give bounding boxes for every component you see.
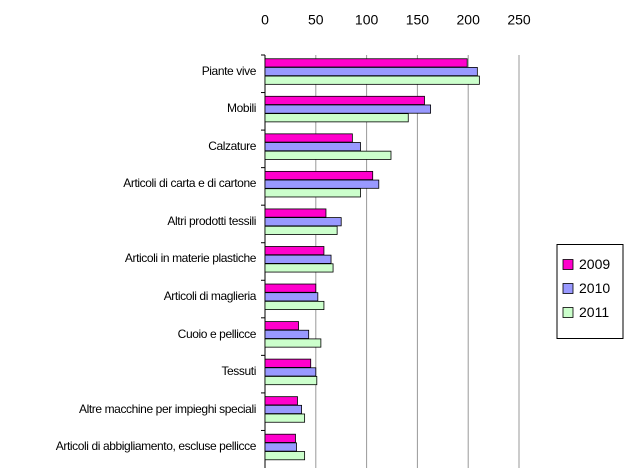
- bar: [264, 170, 374, 181]
- y-tick-label: Articoli di carta e di cartone: [123, 176, 256, 191]
- bar: [264, 442, 297, 452]
- bar: [264, 433, 296, 443]
- bar: [264, 263, 334, 273]
- x-tick-label: 250: [507, 12, 531, 28]
- legend-label: 2009: [579, 256, 610, 272]
- y-tick-label: Articoli di abbigliamento, escluse pelli…: [55, 439, 257, 454]
- bar: [264, 133, 353, 143]
- bar: [264, 208, 327, 218]
- legend-label: 2010: [579, 280, 610, 296]
- bar: [264, 413, 306, 423]
- y-tick-label: Calzature: [208, 138, 256, 153]
- y-tick-label: Mobili: [227, 101, 256, 116]
- bar: [264, 67, 478, 77]
- legend-swatch: [562, 283, 574, 294]
- x-tick-label: 100: [355, 12, 379, 28]
- bar: [264, 396, 298, 406]
- bar: [264, 451, 306, 461]
- bar: [264, 188, 361, 198]
- bar: [264, 367, 317, 377]
- bar: [264, 58, 468, 68]
- bar: [264, 75, 480, 85]
- y-tick-label: Articoli di maglieria: [163, 289, 257, 304]
- x-tick-label: 150: [406, 12, 430, 28]
- bar: [264, 95, 425, 105]
- y-tick-label: Altri prodotti tessili: [167, 213, 256, 228]
- bar: [264, 338, 322, 348]
- bar: [264, 246, 325, 256]
- bar: [264, 113, 409, 123]
- bar: [264, 217, 342, 227]
- legend-swatch: [562, 307, 574, 318]
- y-tick-label: Tessuti: [221, 364, 256, 379]
- y-tick-label: Cuoio e pellicce: [177, 326, 257, 341]
- bar: [264, 376, 318, 386]
- y-tick-label: Articoli in materie plastiche: [124, 251, 257, 266]
- bar: [264, 283, 317, 293]
- bar: [264, 254, 332, 264]
- bar: [264, 179, 380, 189]
- legend-label: 2011: [579, 304, 609, 320]
- legend-swatch: [562, 259, 574, 270]
- bar: [264, 321, 299, 331]
- y-tick-label: Altre macchine per impieghi speciali: [78, 401, 256, 416]
- bar: [264, 104, 432, 114]
- bar: [264, 150, 392, 160]
- bar: [264, 142, 361, 152]
- y-tick-label: Piante vive: [201, 63, 257, 78]
- bar: [264, 225, 338, 235]
- x-tick-label: 200: [457, 12, 481, 28]
- bar: [264, 329, 310, 339]
- bar: [264, 292, 319, 302]
- x-tick-label: 50: [308, 12, 324, 28]
- bar: [264, 358, 312, 368]
- x-tick-label: 0: [261, 12, 269, 28]
- bar: [264, 404, 302, 414]
- bar: [264, 300, 325, 311]
